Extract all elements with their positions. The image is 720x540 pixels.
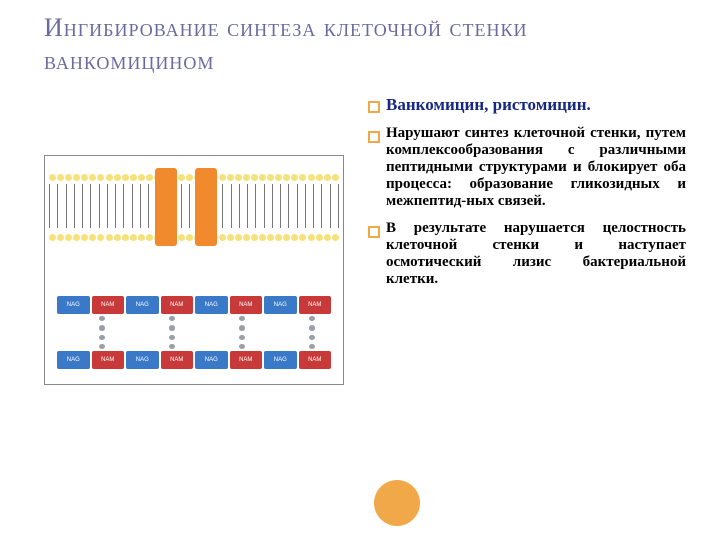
nam-unit: NAM	[92, 296, 125, 314]
nam-unit: NAM	[92, 351, 125, 369]
nam-unit: NAM	[299, 296, 332, 314]
nag-unit: NAG	[57, 351, 90, 369]
peptide-bridge	[167, 314, 177, 351]
peptide-bridge	[97, 314, 107, 351]
cellwall-diagram: NAGNAMNAGNAMNAGNAMNAGNAM NAGNAMNAGNAMNAG…	[44, 155, 344, 385]
peptidoglycan-row-2: NAGNAMNAGNAMNAGNAMNAGNAM	[57, 351, 331, 369]
nag-unit: NAG	[126, 351, 159, 369]
slide-title: Ингибирование синтеза клеточной стенки в…	[44, 12, 686, 77]
nag-unit: NAG	[57, 296, 90, 314]
nam-unit: NAM	[299, 351, 332, 369]
nag-unit: NAG	[195, 351, 228, 369]
nam-unit: NAM	[161, 351, 194, 369]
membrane-tails-upper	[45, 184, 343, 206]
membrane-beads-top	[45, 174, 343, 182]
bullet-item: В результате нарушается целостность клет…	[368, 220, 686, 288]
slide: Ингибирование синтеза клеточной стенки в…	[0, 0, 720, 540]
bullet-item: Нарушают синтез клеточной стенки, путем …	[368, 125, 686, 210]
peptide-bridge	[237, 314, 247, 351]
diagram-column: NAGNAMNAGNAMNAGNAMNAGNAM NAGNAMNAGNAMNAG…	[44, 95, 344, 385]
bullet-text: В результате нарушается целостность клет…	[386, 220, 686, 287]
membrane-beads-bottom	[45, 234, 343, 242]
nam-unit: NAM	[230, 296, 263, 314]
transmembrane-protein	[155, 168, 177, 246]
transmembrane-protein	[195, 168, 217, 246]
peptidoglycan-row-1: NAGNAMNAGNAMNAGNAMNAGNAM	[57, 296, 331, 314]
bullet-list: Ванкомицин, ристомицин. Нарушают синтез к…	[368, 95, 686, 288]
nag-unit: NAG	[264, 351, 297, 369]
decorative-circle	[374, 480, 420, 526]
nam-unit: NAM	[161, 296, 194, 314]
nag-unit: NAG	[126, 296, 159, 314]
nam-unit: NAM	[230, 351, 263, 369]
nag-unit: NAG	[264, 296, 297, 314]
content-row: NAGNAMNAGNAMNAGNAMNAGNAM NAGNAMNAGNAMNAG…	[44, 95, 686, 385]
bullet-item: Ванкомицин, ристомицин.	[368, 95, 686, 115]
peptide-bridge	[307, 314, 317, 351]
bullet-text: Нарушают синтез клеточной стенки, путем …	[386, 125, 686, 209]
membrane-tails-lower	[45, 206, 343, 228]
nag-unit: NAG	[195, 296, 228, 314]
text-column: Ванкомицин, ристомицин. Нарушают синтез к…	[368, 95, 686, 298]
bullet-text: Ванкомицин, ристомицин.	[386, 95, 591, 114]
